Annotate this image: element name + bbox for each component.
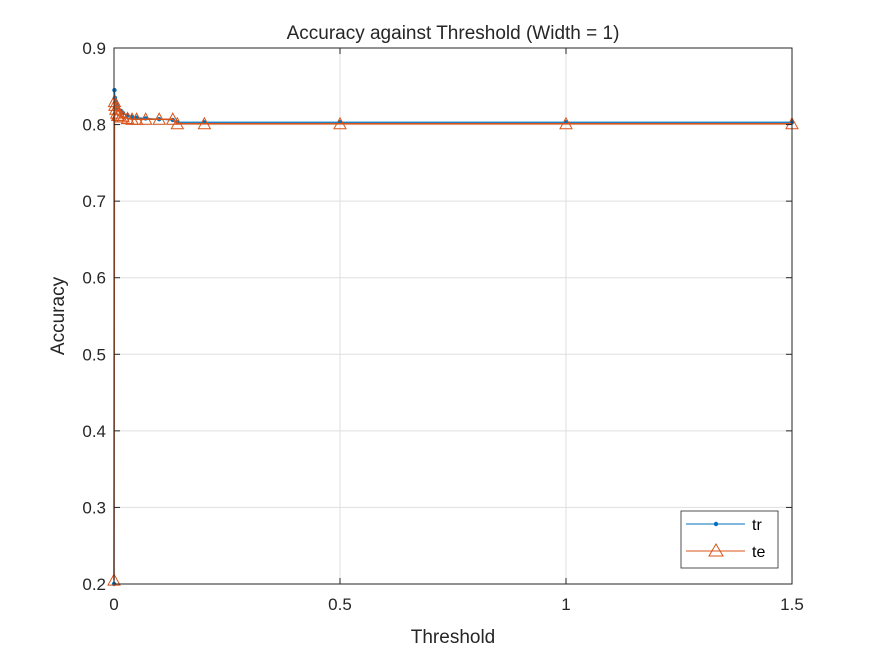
data-point-te — [129, 112, 144, 125]
legend-label-tr: tr — [752, 517, 762, 534]
data-point-te — [559, 116, 573, 130]
plot-series — [107, 87, 799, 587]
data-point-te — [170, 116, 185, 130]
series-te — [107, 94, 799, 586]
axis-ticks: 0 0.5 1 1.5 0.2 0.3 0.4 0.5 0.6 0.7 0.8 0.9 — [82, 39, 803, 614]
x-tick-label: 0 — [109, 595, 118, 614]
data-point-te — [107, 573, 121, 586]
y-tick-label: 0.4 — [82, 422, 106, 441]
data-point-te — [116, 109, 130, 123]
plot-area — [114, 48, 792, 584]
y-tick-label: 0.5 — [82, 345, 106, 364]
y-axis-title: Accuracy — [48, 276, 69, 355]
data-point-te — [333, 116, 347, 130]
y-tick-label: 0.7 — [82, 192, 106, 211]
legend-marker-tr — [713, 521, 719, 527]
chart-title: Accuracy against Threshold (Width = 1) — [287, 23, 620, 44]
data-point-te — [152, 112, 167, 125]
legend: tr te — [680, 510, 779, 569]
y-tick-label: 0.8 — [82, 116, 106, 135]
x-tick-label: 1 — [561, 595, 570, 614]
legend-entry-te: te — [686, 543, 765, 561]
data-point-te — [138, 112, 153, 125]
legend-entry-tr: tr — [686, 517, 762, 534]
y-tick-label: 0.2 — [82, 575, 106, 594]
x-tick-label: 0.5 — [328, 595, 352, 614]
x-tick-label: 1.5 — [780, 595, 804, 614]
series-line-te — [113, 100, 792, 581]
data-point-te — [165, 112, 180, 125]
y-tick-label: 0.3 — [82, 498, 106, 517]
data-point-te — [120, 111, 135, 124]
legend-box — [680, 510, 779, 569]
data-point-te — [111, 108, 126, 121]
axes-box — [113, 47, 793, 585]
y-tick-label: 0.6 — [82, 269, 106, 288]
legend-marker-te — [708, 543, 724, 557]
legend-label-te: te — [752, 544, 765, 561]
grid-lines — [114, 48, 792, 584]
y-tick-label: 0.9 — [82, 39, 106, 58]
x-axis-title: Threshold — [411, 627, 496, 648]
data-point-te — [197, 116, 212, 130]
